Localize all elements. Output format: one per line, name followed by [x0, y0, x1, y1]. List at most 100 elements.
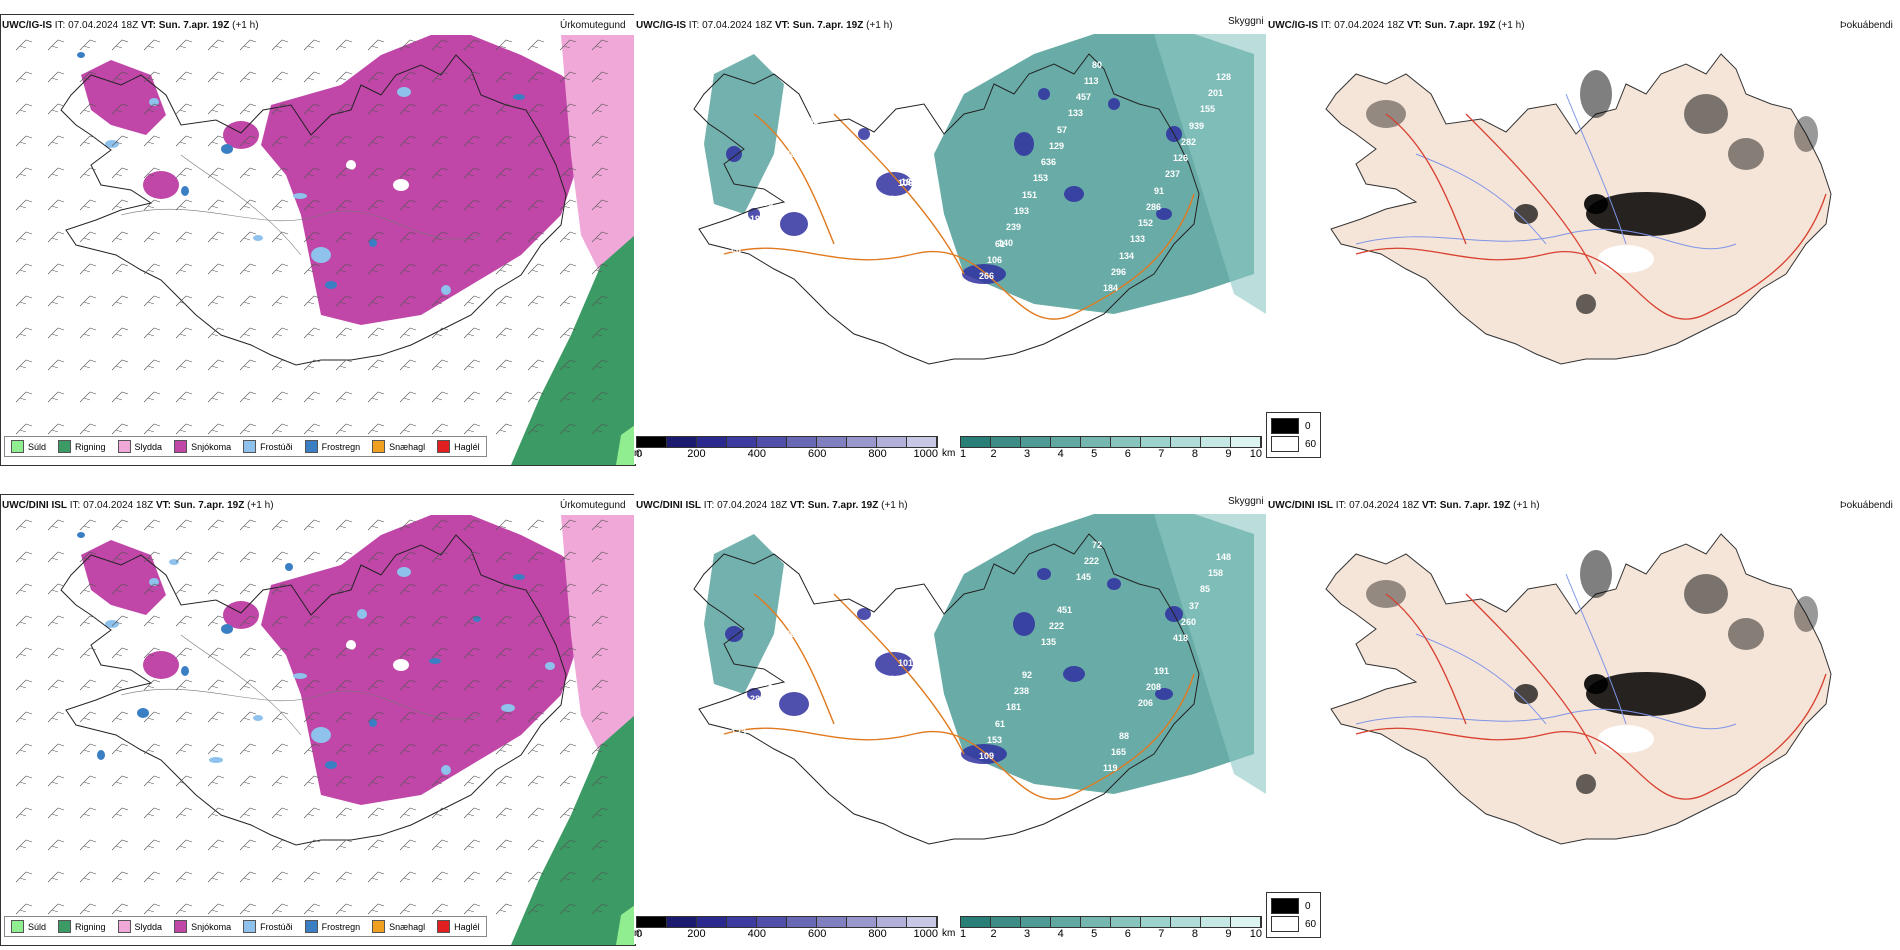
precip-legend-row1: Súld Rigning Slydda Snjókoma Frostúði Frostre… — [4, 436, 487, 457]
colorbar-segment — [1021, 917, 1051, 927]
ceiling-value: 103 — [777, 645, 792, 655]
colorbar-segment — [877, 437, 907, 447]
roads — [180, 154, 302, 256]
freezing-area — [221, 624, 233, 634]
ceiling-value: 145 — [944, 576, 959, 586]
coastline — [693, 533, 1200, 845]
freezing-area — [293, 673, 307, 679]
ceiling-value: 113 — [1084, 76, 1099, 86]
colorbar-tick: 8 — [1191, 928, 1198, 940]
ceiling-ticks: 0 200 400 600 800 1000 — [636, 448, 938, 462]
ceiling-value: 195 — [793, 613, 808, 623]
ceiling-value: 204 — [855, 259, 870, 269]
ceiling-value: 309 — [785, 629, 800, 639]
colorbar-tick: 800 — [868, 448, 887, 460]
vis-colorbar-row1: 1 2 3 4 5 6 7 8 9 10 — [960, 436, 1262, 462]
colorbar-segment — [1111, 437, 1141, 447]
low-visibility-area — [704, 54, 784, 214]
snow-area — [143, 651, 179, 679]
vis-area-light — [1154, 34, 1266, 314]
low-ceiling-area — [962, 264, 1006, 284]
legend-swatch — [174, 920, 188, 933]
low-visibility-area — [704, 534, 784, 694]
snow-area — [261, 515, 591, 805]
fog-legend-swatch — [1271, 436, 1299, 452]
ceiling-value: 133 — [1130, 234, 1145, 244]
fog-index-area — [1580, 70, 1612, 118]
fog-legend-label: 0 — [1305, 900, 1311, 912]
freezing-area — [441, 765, 451, 775]
low-ceiling-area — [779, 692, 809, 716]
ceiling-value: 109 — [979, 751, 994, 761]
freezing-area — [369, 719, 377, 727]
snow-area — [261, 35, 591, 325]
ceiling-value: 183 — [901, 177, 916, 187]
rivers — [1355, 93, 1737, 250]
vis-colorbar-row2: 1 2 3 4 5 6 7 8 9 10 — [960, 916, 1262, 942]
freezing-area — [357, 609, 367, 619]
colorbar-segment — [757, 917, 787, 927]
ceiling-value: 148 — [1216, 552, 1231, 562]
ceiling-value: 353 — [925, 129, 940, 139]
ceiling-value: 273 — [777, 165, 792, 175]
header-vis-row1: UWC/IG-IS IT: 07.04.2024 18Z VT: Sun. 7.… — [636, 20, 893, 31]
ceiling-value: 206 — [1138, 698, 1153, 708]
legend-label: Frostúði — [260, 441, 293, 452]
vis-ticks: 1 2 3 4 5 6 7 8 9 10 — [960, 928, 1262, 942]
colorbar-tick: 10 — [1249, 448, 1262, 460]
ceiling-value: 183 — [801, 117, 816, 127]
legend-swatch — [304, 440, 318, 453]
ceiling-value: 106 — [898, 178, 913, 188]
legend-swatch — [58, 440, 72, 453]
freezing-area — [311, 247, 331, 263]
legend-swatch — [58, 920, 72, 933]
freezing-area — [149, 98, 159, 106]
ceiling-colorbar-row1: 0 200 400 600 800 1000 — [636, 436, 938, 462]
freezing-area — [253, 715, 263, 721]
colorbar-segment — [697, 437, 727, 447]
precip-legend-item: Frostúði — [243, 920, 293, 933]
colorbar-tick: 800 — [868, 928, 887, 940]
freezing-area — [97, 750, 105, 760]
roads — [120, 688, 482, 720]
ceiling-value: 291 — [723, 743, 738, 753]
ceiling-value: 135 — [1041, 637, 1056, 647]
ceiling-value: 85 — [1200, 584, 1210, 594]
legend-swatch — [243, 440, 257, 453]
colorbar-segment — [817, 917, 847, 927]
freezing-area — [397, 567, 411, 577]
ceiling-value: 160 — [971, 287, 986, 297]
ceiling-value: 13 — [874, 706, 884, 716]
colorbar-tick: 1 — [960, 448, 967, 460]
ceiling-value: 169 — [952, 80, 967, 90]
legend-swatch — [117, 920, 131, 933]
ceiling-value: 72 — [1092, 540, 1102, 550]
low-ceiling-area — [725, 626, 743, 642]
colorbar-segment — [1141, 437, 1171, 447]
legend-label: Haglél — [454, 441, 480, 452]
precip-legend-item: Snæhagl — [372, 440, 425, 453]
ceiling-value: 143 — [890, 194, 905, 204]
colorbar-segment — [877, 917, 907, 927]
legend-label: Súld — [28, 441, 47, 452]
precip-legend-item: Frostregn — [304, 920, 360, 933]
fog-legend-label: 0 — [1305, 420, 1311, 432]
coastline — [693, 53, 1200, 365]
precip-legend-item: Snæhagl — [372, 920, 425, 933]
low-ceiling-area — [726, 146, 742, 162]
low-ceiling-area — [1014, 132, 1034, 156]
precip-areas — [77, 515, 635, 945]
ceiling-value: 214 — [847, 275, 862, 285]
ceiling-value: 184 — [909, 641, 924, 651]
colorbar-segment — [847, 437, 877, 447]
colorbar-tick: 9 — [1225, 448, 1232, 460]
fog-index-area — [1586, 672, 1706, 716]
fog-panel-row1 — [1266, 14, 1900, 464]
precip-legend-item: Snjókoma — [174, 440, 231, 453]
ceiling-value: 296 — [1111, 267, 1126, 277]
fog-index-area — [1514, 684, 1538, 704]
freezing-area — [369, 239, 377, 247]
vis-unit-row1: km — [942, 448, 956, 459]
wind-barbs — [15, 519, 609, 915]
roads — [120, 208, 482, 240]
